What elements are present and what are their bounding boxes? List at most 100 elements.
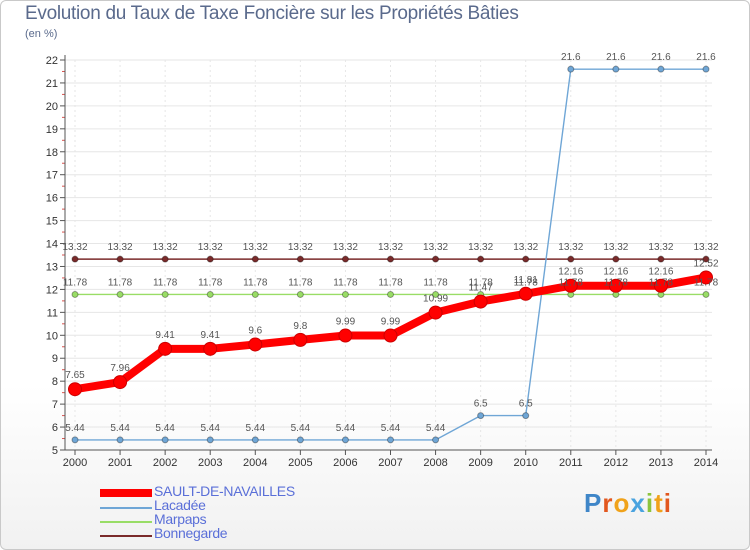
data-label-lacadee-2006: 5.44 <box>336 423 356 434</box>
point-sault-2006 <box>338 328 353 343</box>
data-label-marpaps-2006: 11.78 <box>333 277 358 288</box>
data-label-lacadee-2005: 5.44 <box>291 423 311 434</box>
y-tick-label-22: 22 <box>46 55 58 67</box>
point-lacadee-2010 <box>522 412 530 420</box>
y-tick-label-17: 17 <box>46 170 58 182</box>
data-label-marpaps-2005: 11.78 <box>288 277 313 288</box>
data-label-bonnegarde-2006: 13.32 <box>333 242 358 253</box>
point-marpaps-2008 <box>432 290 440 298</box>
legend-swatch-lacadee <box>100 507 152 509</box>
point-marpaps-2002 <box>161 290 169 298</box>
y-tick-label-14: 14 <box>46 239 58 251</box>
y-tick-label-19: 19 <box>46 124 58 136</box>
series <box>68 65 713 444</box>
data-label-sault-2006: 9.99 <box>336 317 356 328</box>
y-tick-label-13: 13 <box>46 261 58 273</box>
point-sault-2009 <box>473 294 488 309</box>
point-sault-2008 <box>428 305 443 320</box>
axes: 5 6 7 8 9 10 11 12 13 14 15 16 17 18 19 20 21 22 2000 2001 2… <box>46 55 718 469</box>
data-label-marpaps-2007: 11.78 <box>378 277 403 288</box>
data-label-sault-2008: 10.99 <box>423 294 448 305</box>
point-marpaps-2005 <box>296 290 304 298</box>
point-sault-2007 <box>383 328 398 343</box>
point-sault-2005 <box>293 332 308 347</box>
data-label-lacadee-2003: 5.44 <box>200 423 220 434</box>
x-tick-label-2008: 2008 <box>423 457 447 469</box>
point-sault-2002 <box>158 341 173 356</box>
data-label-sault-2012: 12.16 <box>603 267 628 278</box>
point-sault-2012 <box>608 278 623 293</box>
point-bonnegarde-2002 <box>161 255 169 263</box>
point-marpaps-2007 <box>387 290 394 298</box>
data-label-marpaps-2002: 11.78 <box>153 277 178 288</box>
data-label-sault-2009: 11.47 <box>468 283 493 294</box>
x-tick-label-2012: 2012 <box>604 457 628 469</box>
point-marpaps-2006 <box>341 290 349 298</box>
point-lacadee-2008 <box>432 436 440 444</box>
data-label-sault-2007: 9.99 <box>381 317 401 328</box>
legend-swatch-bonnegarde <box>100 535 152 537</box>
x-tick-label-2007: 2007 <box>378 457 402 469</box>
data-label-sault-2003: 9.41 <box>200 330 220 341</box>
point-bonnegarde-2006 <box>341 255 349 263</box>
data-label-lacadee-2013: 21.6 <box>651 52 671 63</box>
point-marpaps-2004 <box>251 290 259 298</box>
legend-label-lacadee: Lacadée <box>154 497 206 513</box>
legend-label-sault: SAULT-DE-NAVAILLES <box>154 483 295 499</box>
point-marpaps-2000 <box>71 290 79 298</box>
data-label-lacadee-2007: 5.44 <box>381 423 401 434</box>
point-lacadee-2007 <box>387 436 394 444</box>
data-label-bonnegarde-2000: 13.32 <box>62 242 87 253</box>
data-label-bonnegarde-2013: 13.32 <box>648 242 673 253</box>
y-tick-label-7: 7 <box>52 399 58 411</box>
data-label-marpaps-2013: 11.78 <box>649 277 674 288</box>
point-lacadee-2013 <box>657 65 665 73</box>
x-tick-label-2011: 2011 <box>559 457 583 469</box>
data-label-bonnegarde-2002: 13.32 <box>153 242 178 253</box>
data-label-marpaps-2001: 11.78 <box>108 277 133 288</box>
point-bonnegarde-2007 <box>387 255 394 263</box>
data-label-lacadee-2011: 21.6 <box>561 52 581 63</box>
data-labels: 13.32 13.32 13.32 13.32 13.32 13.32 13.32 13.32… <box>62 52 718 434</box>
x-tick-label-2013: 2013 <box>649 457 673 469</box>
data-label-bonnegarde-2014: 13.32 <box>693 242 718 253</box>
x-tick-label-2002: 2002 <box>153 457 177 469</box>
x-tick-label-2005: 2005 <box>288 457 312 469</box>
x-tick-label-2001: 2001 <box>108 457 132 469</box>
point-bonnegarde-2003 <box>206 255 214 263</box>
series-line-lacadee <box>74 68 707 441</box>
data-label-sault-2011: 12.16 <box>558 267 583 278</box>
data-label-marpaps-2009: 11.78 <box>468 277 493 288</box>
point-marpaps-2014 <box>702 290 710 298</box>
data-label-bonnegarde-2008: 13.32 <box>423 242 448 253</box>
data-label-lacadee-2014: 21.6 <box>696 52 716 63</box>
data-label-marpaps-2000: 11.78 <box>63 277 88 288</box>
point-sault-2013 <box>653 278 668 293</box>
point-sault-2014 <box>699 270 713 285</box>
point-bonnegarde-2004 <box>251 255 259 263</box>
data-label-sault-2010: 11.81 <box>514 275 539 286</box>
data-label-sault-2001: 7.96 <box>110 363 130 374</box>
y-tick-label-15: 15 <box>46 216 58 228</box>
point-marpaps-2001 <box>116 290 124 298</box>
point-lacadee-2002 <box>161 436 169 444</box>
point-marpaps-2003 <box>206 290 214 298</box>
grid <box>65 59 712 451</box>
data-label-bonnegarde-2011: 13.32 <box>558 242 583 253</box>
legend-label-bonnegarde: Bonnegarde <box>154 525 228 541</box>
point-bonnegarde-2009 <box>477 255 485 263</box>
y-tick-label-9: 9 <box>52 353 58 365</box>
data-label-sault-2002: 9.41 <box>155 330 175 341</box>
data-label-bonnegarde-2012: 13.32 <box>603 242 628 253</box>
x-tick-label-2003: 2003 <box>198 457 222 469</box>
y-tick-label-11: 11 <box>47 307 58 319</box>
point-lacadee-2014 <box>702 65 710 73</box>
data-label-marpaps-2014: 11.78 <box>694 277 719 288</box>
data-label-lacadee-2012: 21.6 <box>606 52 626 63</box>
data-label-lacadee-2010: 6.5 <box>519 399 533 410</box>
data-label-sault-2005: 9.8 <box>293 321 307 332</box>
legend-label-marpaps: Marpaps <box>154 511 207 527</box>
data-label-sault-2004: 9.6 <box>248 325 262 336</box>
x-tick-label-2014: 2014 <box>694 457 718 469</box>
